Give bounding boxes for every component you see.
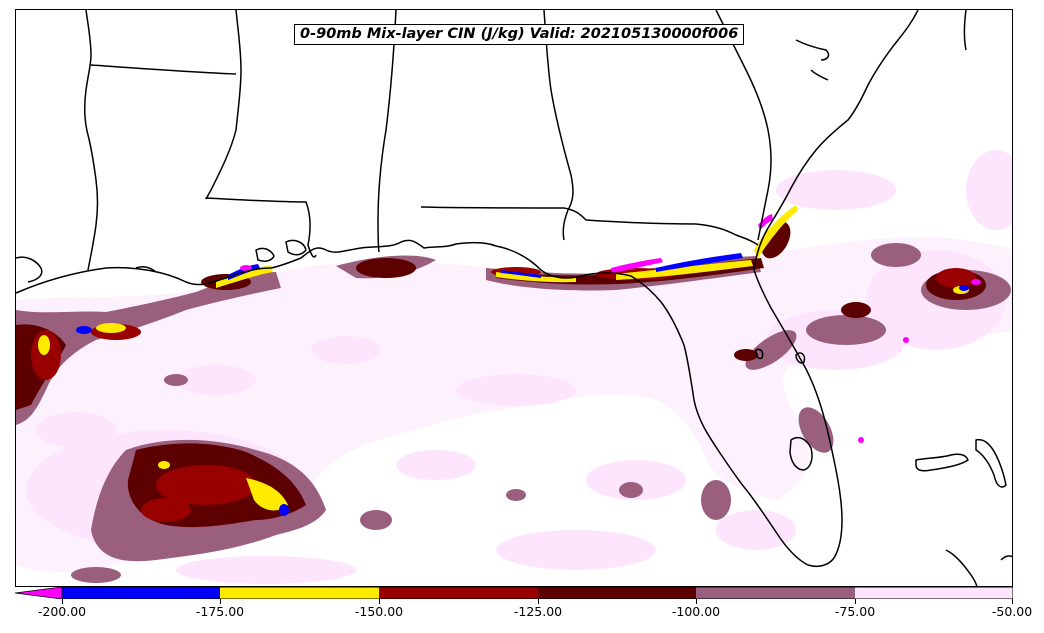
colorbar-bin-mauve (696, 587, 855, 599)
colorbar-tick-label: -100.00 (671, 604, 721, 619)
colorbar-bin-blue (62, 587, 220, 599)
colorbar-tick-label: -50.00 (991, 604, 1033, 619)
colorbar-tick (220, 599, 221, 604)
colorbar-bin-light-pink (855, 587, 1013, 599)
colorbar-outline (61, 587, 1013, 599)
map-panel[interactable]: 0-90mb Mix-layer CIN (J/kg) Valid: 20210… (15, 9, 1013, 587)
colorbar (15, 587, 1013, 599)
coastline-borders (16, 10, 1012, 586)
cin-field-magenta (240, 214, 981, 443)
cin-map (16, 10, 1012, 586)
colorbar-tick (62, 599, 63, 604)
colorbar-tick (855, 599, 856, 604)
colorbar-tick (538, 599, 539, 604)
colorbar-bin-dark-red (538, 587, 696, 599)
colorbar-bin-yellow (220, 587, 379, 599)
colorbar-tick-label: -175.00 (195, 604, 245, 619)
colorbar-tick (1012, 599, 1013, 604)
colorbar-tick (379, 599, 380, 604)
map-title: 0-90mb Mix-layer CIN (J/kg) Valid: 20210… (294, 24, 745, 45)
colorbar-tick (696, 599, 697, 604)
colorbar-labels: -200.00 -175.00 -150.00 -125.00 -100.00 … (0, 604, 1044, 624)
colorbar-tick-label: -75.00 (834, 604, 876, 619)
colorbar-extend-magenta (15, 587, 63, 599)
colorbar-bin-red (379, 587, 538, 599)
colorbar-tick-label: -200.00 (37, 604, 87, 619)
colorbar-tick-label: -150.00 (354, 604, 404, 619)
colorbar-tick-label: -125.00 (513, 604, 563, 619)
